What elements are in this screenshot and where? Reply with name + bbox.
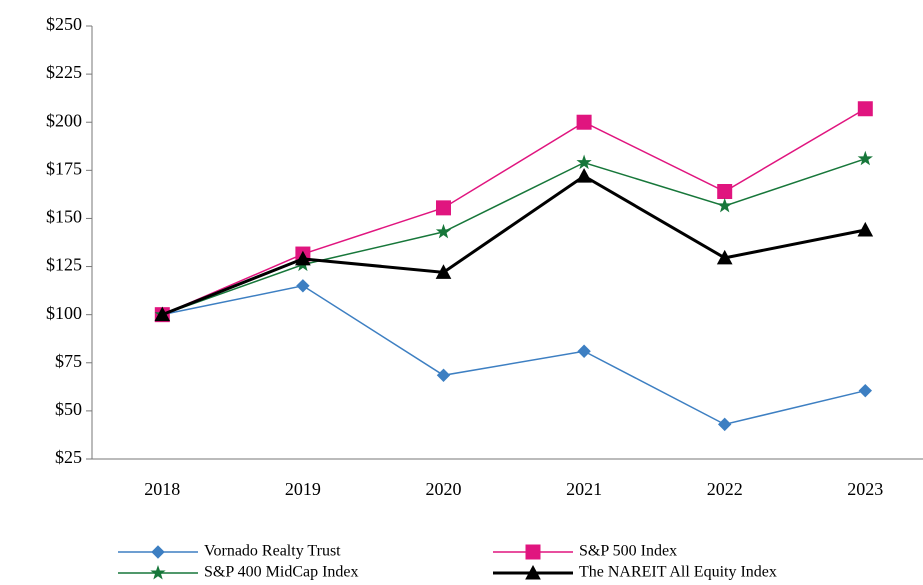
line	[161, 174, 866, 317]
marker	[717, 197, 733, 213]
y-tick-label: $250	[46, 14, 82, 34]
legend-label: Vornado Realty Trust	[204, 543, 341, 560]
marker	[858, 383, 873, 398]
marker	[576, 168, 592, 183]
x-tick-label: 2018	[144, 479, 180, 499]
marker	[436, 200, 451, 216]
marker	[154, 306, 171, 322]
legend-label: S&P 400 MidCap Index	[204, 564, 359, 581]
marker	[435, 223, 452, 239]
x-tick-label: 2019	[285, 479, 321, 499]
marker	[150, 564, 166, 580]
y-tick-label: $100	[46, 303, 82, 323]
legend-label: The NAREIT All Equity Index	[579, 564, 777, 581]
line	[162, 158, 866, 316]
x-tick-label: 2022	[707, 479, 743, 499]
marker	[857, 221, 874, 237]
marker	[296, 279, 310, 293]
marker	[717, 184, 733, 200]
y-tick-label: $200	[46, 110, 82, 130]
y-tick-label: $150	[46, 207, 82, 227]
marker	[857, 101, 873, 117]
y-tick-label: $25	[55, 447, 82, 467]
marker	[577, 344, 591, 358]
x-tick-label: 2023	[847, 479, 883, 499]
legend-label: S&P 500 Index	[579, 543, 677, 560]
marker	[436, 368, 451, 382]
marker	[295, 250, 311, 266]
y-tick-label: $50	[55, 399, 82, 419]
y-tick-label: $175	[46, 158, 82, 178]
marker	[435, 264, 452, 279]
line	[162, 108, 866, 316]
marker	[716, 249, 733, 265]
line	[162, 285, 866, 426]
marker	[576, 154, 592, 170]
marker	[525, 564, 541, 580]
marker	[717, 417, 732, 432]
marker	[151, 545, 165, 559]
x-tick-label: 2020	[426, 479, 462, 499]
marker	[576, 114, 592, 130]
series	[154, 101, 873, 323]
series	[155, 279, 873, 432]
x-tick-label: 2021	[566, 479, 602, 499]
series	[154, 168, 874, 322]
series	[154, 150, 873, 322]
y-tick-label: $125	[46, 255, 82, 275]
marker	[857, 150, 873, 166]
y-tick-label: $225	[46, 62, 82, 82]
marker	[525, 544, 541, 560]
y-tick-label: $75	[55, 351, 82, 371]
